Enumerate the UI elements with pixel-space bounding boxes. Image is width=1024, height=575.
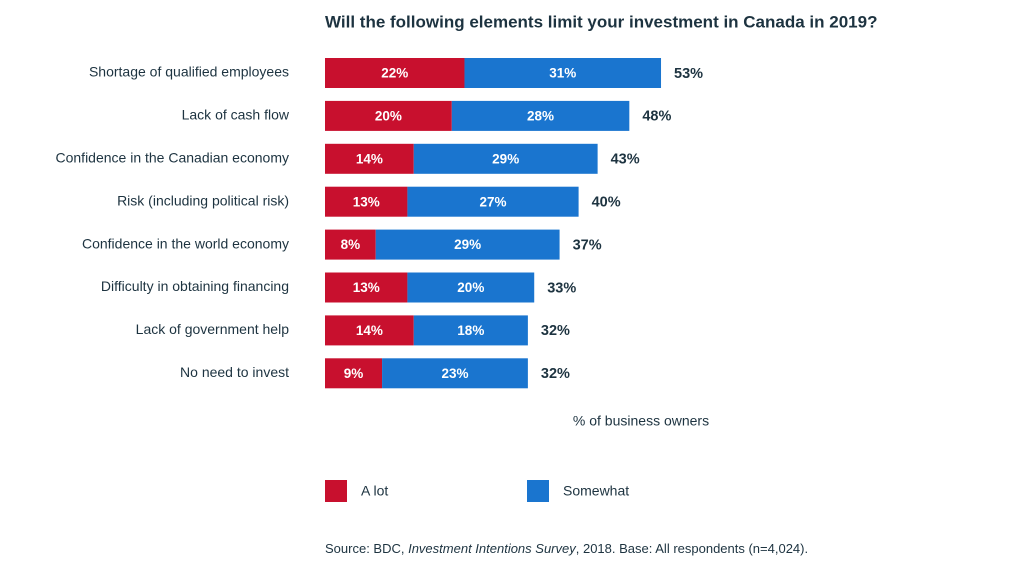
bar-segment — [325, 143, 414, 174]
bar-segment — [325, 58, 465, 88]
legend-label: A lot — [361, 483, 388, 499]
data-label: 29% — [454, 237, 481, 252]
bar-segment — [325, 229, 376, 260]
data-label: 13% — [353, 194, 380, 209]
bar-segment — [325, 186, 408, 217]
total-label: 33% — [547, 280, 576, 296]
source-title: Investment Intentions Survey — [408, 541, 577, 556]
data-label: 27% — [479, 194, 506, 209]
total-label: 53% — [674, 66, 703, 82]
data-label: 9% — [344, 366, 364, 381]
total-label: 48% — [642, 109, 671, 125]
bar-segment — [464, 58, 662, 88]
bar-segment — [413, 315, 528, 346]
data-label: 20% — [457, 280, 484, 295]
bar-segment — [413, 143, 598, 174]
source-text: , 2018. Base: All respondents (n=4,024). — [576, 541, 808, 556]
source: Source: BDC, Investment Intentions Surve… — [325, 541, 808, 556]
bar-segment — [325, 315, 414, 346]
data-label: 14% — [356, 323, 383, 338]
legend-swatch — [527, 480, 549, 502]
data-label: 31% — [549, 66, 576, 81]
x-axis-label: % of business owners — [573, 413, 709, 429]
category-label: Lack of cash flow — [182, 107, 290, 123]
total-label: 32% — [541, 323, 570, 339]
category-label: Lack of government help — [136, 321, 290, 337]
category-label: No need to invest — [180, 364, 289, 380]
total-label: 40% — [592, 195, 621, 211]
bar-segment — [407, 272, 535, 303]
total-label: 32% — [541, 366, 570, 382]
total-label: 37% — [573, 237, 602, 253]
category-label: Difficulty in obtaining financing — [101, 278, 289, 294]
chart-title: Will the following elements limit your i… — [325, 12, 877, 31]
bar-segment — [375, 229, 560, 260]
category-label: Confidence in the world economy — [82, 235, 289, 251]
category-label: Confidence in the Canadian economy — [56, 150, 290, 166]
data-label: 22% — [381, 66, 408, 81]
category-label: Shortage of qualified employees — [89, 64, 289, 80]
data-label: 8% — [341, 237, 361, 252]
data-label: 13% — [353, 280, 380, 295]
data-label: 20% — [375, 108, 402, 123]
data-label: 29% — [492, 151, 519, 166]
bar-segment — [325, 358, 383, 389]
legend-label: Somewhat — [563, 483, 629, 499]
category-label: Risk (including political risk) — [117, 192, 289, 208]
legend-swatch — [325, 480, 347, 502]
bar-segment — [325, 272, 408, 303]
data-label: 18% — [457, 323, 484, 338]
source-text: Source: BDC, — [325, 541, 408, 556]
bar-segment — [325, 100, 452, 131]
data-label: 23% — [441, 366, 468, 381]
bar-segment — [382, 358, 528, 389]
total-label: 43% — [611, 152, 640, 168]
bar-segment — [407, 186, 579, 217]
data-label: 14% — [356, 151, 383, 166]
bar-segment — [451, 100, 630, 131]
data-label: 28% — [527, 108, 554, 123]
